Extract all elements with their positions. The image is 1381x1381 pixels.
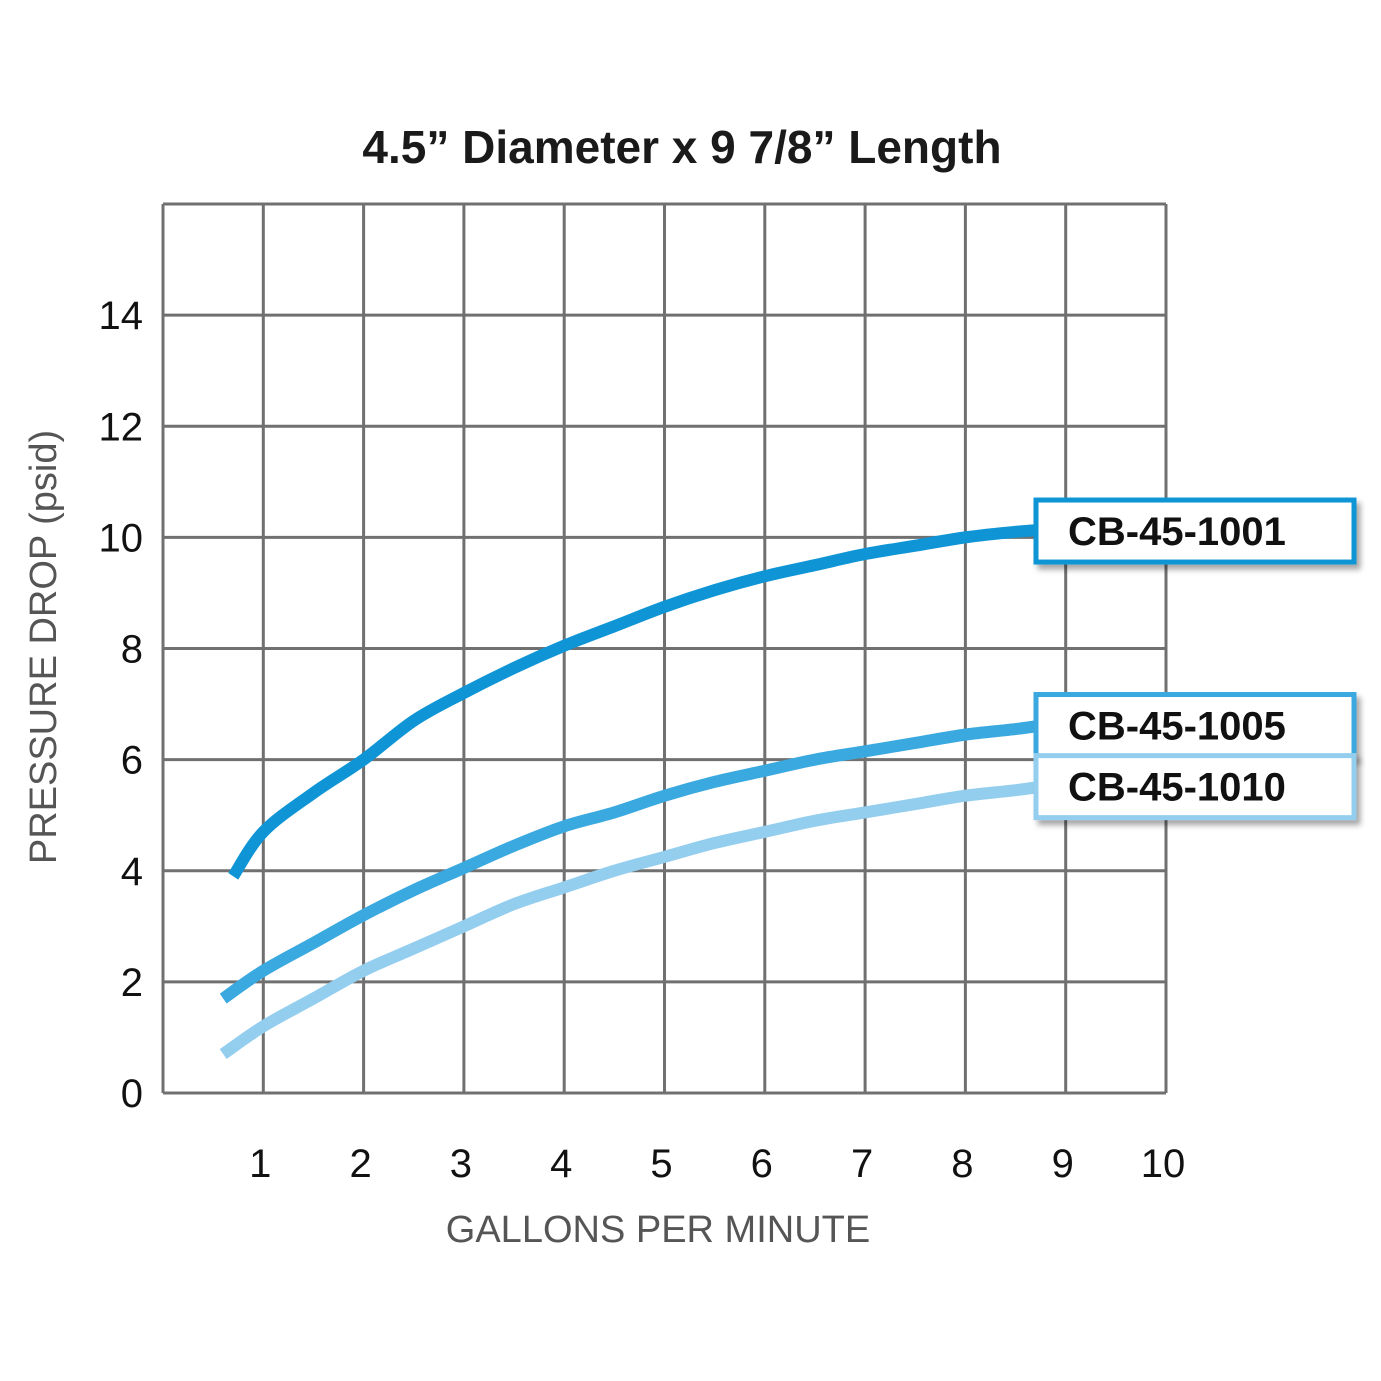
y-tick-label: 8	[121, 628, 143, 672]
legend-item: CB-45-1001	[1033, 497, 1357, 565]
legend-label: CB-45-1005	[1068, 705, 1286, 749]
x-tick-label: 8	[951, 1142, 973, 1186]
x-tick-label: 7	[851, 1142, 873, 1186]
x-tick-label: 3	[450, 1142, 472, 1186]
legend-item: CB-45-1005	[1033, 692, 1357, 760]
y-axis-label: PRESSURE DROP (psid)	[23, 430, 65, 864]
y-tick-label: 12	[99, 405, 144, 449]
x-tick-label: 9	[1052, 1142, 1074, 1186]
legend-label: CB-45-1001	[1068, 510, 1286, 554]
y-axis-ticks: 0 2 4 6 8 10 12 14	[99, 294, 144, 1116]
x-tick-label: 6	[751, 1142, 773, 1186]
x-tick-label: 4	[550, 1142, 572, 1186]
series-line	[219, 717, 1057, 1004]
x-tick-label: 1	[249, 1142, 271, 1186]
x-axis-label: GALLONS PER MINUTE	[446, 1209, 870, 1251]
x-tick-label: 5	[650, 1142, 672, 1186]
legend-item: CB-45-1010	[1033, 753, 1357, 821]
x-tick-label: 10	[1141, 1142, 1186, 1186]
legend-label: CB-45-1010	[1068, 766, 1286, 810]
y-tick-label: 4	[121, 850, 143, 894]
y-tick-label: 0	[121, 1072, 143, 1116]
chart-title: 4.5” Diameter x 9 7/8” Length	[362, 121, 1001, 173]
x-axis-ticks: 1 2 3 4 5 6 7 8 9 10	[249, 1142, 1185, 1186]
series-line	[219, 778, 1057, 1060]
x-tick-label: 2	[349, 1142, 371, 1186]
y-tick-label: 6	[121, 739, 143, 783]
legend: CB-45-1001 CB-45-1005 CB-45-1010	[1033, 497, 1357, 821]
y-tick-label: 10	[99, 516, 144, 560]
legend-box	[1033, 497, 1357, 565]
y-tick-label: 14	[99, 294, 144, 338]
series-line	[228, 523, 1057, 880]
y-tick-label: 2	[121, 961, 143, 1005]
series-lines	[219, 523, 1057, 1060]
grid	[161, 202, 1168, 1095]
legend-box	[1033, 753, 1357, 821]
